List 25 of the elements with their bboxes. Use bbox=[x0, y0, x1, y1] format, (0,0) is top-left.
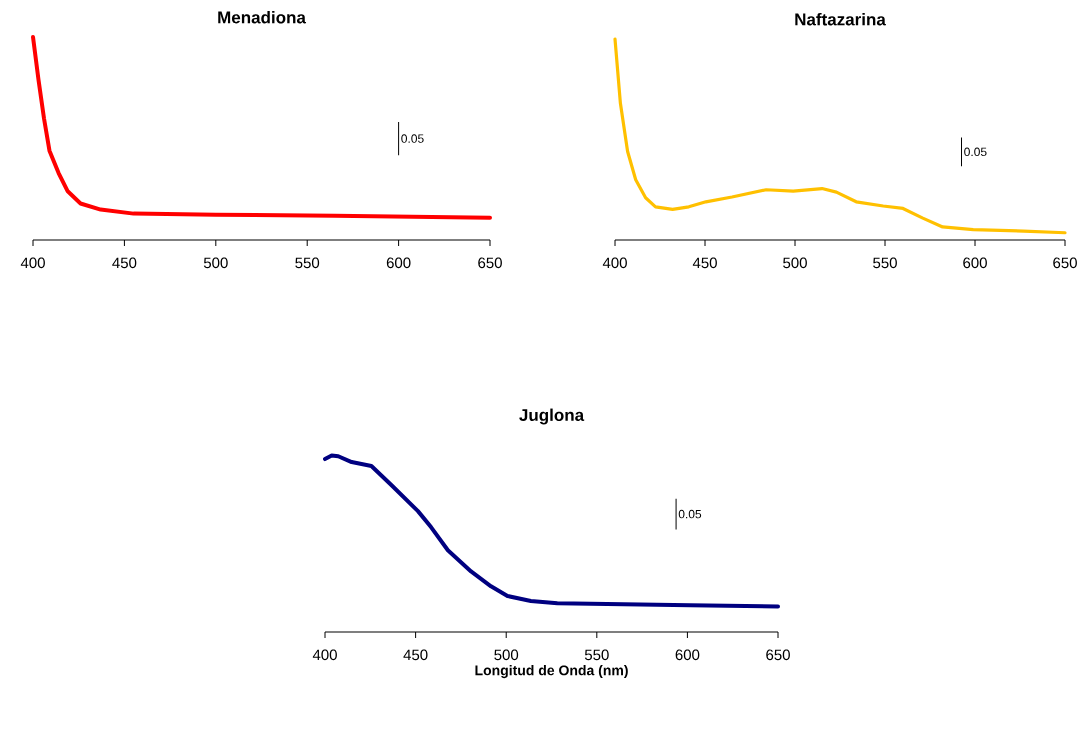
x-axis-title: Longitud de Onda (nm) bbox=[475, 665, 628, 679]
annotation: 0.05 bbox=[401, 134, 424, 143]
x-tick-label: 400 bbox=[602, 257, 627, 269]
x-tick-label: 400 bbox=[20, 257, 45, 269]
chart-title: Naftazarina bbox=[795, 12, 886, 26]
x-tick-label: 500 bbox=[783, 257, 807, 269]
x-tick-label: 650 bbox=[478, 257, 502, 269]
annotation: 0.05 bbox=[964, 147, 987, 157]
x-tick-label: 600 bbox=[675, 649, 700, 661]
x-tick-label: 450 bbox=[112, 257, 137, 269]
x-tick-label: 500 bbox=[203, 257, 228, 269]
x-tick-label: 500 bbox=[494, 649, 519, 661]
x-tick-label: 600 bbox=[386, 257, 411, 269]
x-tick-label: 550 bbox=[873, 257, 897, 269]
x-tick-label: 650 bbox=[1053, 257, 1077, 269]
x-tick-label: 400 bbox=[312, 649, 337, 661]
x-tick-label: 450 bbox=[692, 257, 717, 269]
x-tick-label: 450 bbox=[403, 649, 428, 661]
x-tick-label: 650 bbox=[766, 649, 790, 661]
x-tick-label: 600 bbox=[963, 257, 987, 269]
chart-title: Juglona bbox=[519, 408, 585, 425]
annotation: 0.05 bbox=[678, 509, 702, 519]
x-tick-label: 550 bbox=[295, 257, 320, 269]
chart-title: Menadiona bbox=[218, 10, 307, 24]
x-tick-label: 550 bbox=[584, 649, 609, 661]
